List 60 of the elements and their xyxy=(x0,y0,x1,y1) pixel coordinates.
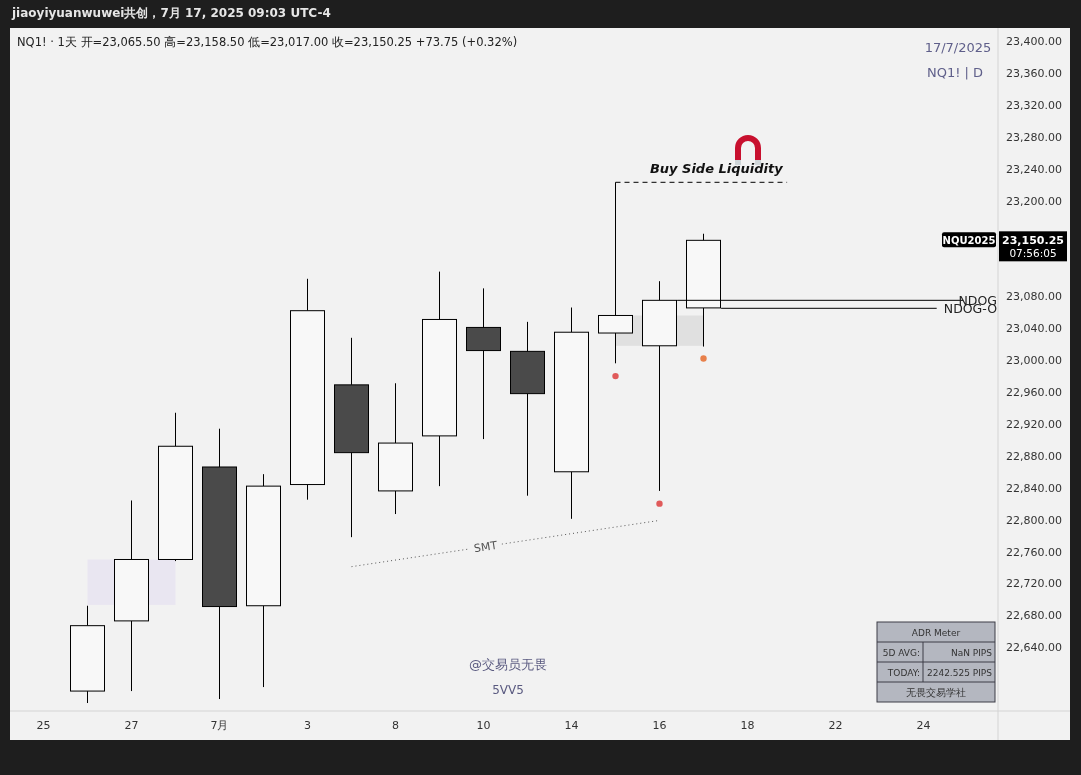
y-tick-label: 22,720.00 xyxy=(1006,577,1062,591)
candlestick xyxy=(422,271,457,487)
x-tick-label: 8 xyxy=(392,719,399,732)
ref-line-label: Buy Side Liquidity xyxy=(649,161,784,177)
annotation: 5VV5 xyxy=(492,683,524,697)
point xyxy=(656,500,663,507)
y-tick-label: 23,080.00 xyxy=(1006,290,1062,304)
candlestick xyxy=(70,605,105,704)
annotation: NQ1! | D xyxy=(926,65,984,80)
annotation: 2242.525 PIPS xyxy=(926,668,993,678)
chart-title: jiaoyiyuanwuwei共创，7月 17, 2025 09:03 UTC-4 xyxy=(11,6,331,20)
y-tick-label: 22,840.00 xyxy=(1006,481,1062,495)
y-tick-label: 22,800.00 xyxy=(1006,513,1062,527)
point xyxy=(612,372,619,380)
candlestick xyxy=(510,321,545,497)
y-tick-label: 22,760.00 xyxy=(1006,545,1062,559)
candlestick xyxy=(554,307,589,520)
text: NaN PIPS xyxy=(950,648,993,658)
x-tick-label: 24 xyxy=(916,719,931,732)
y-tick-label: 23,000.00 xyxy=(1006,354,1062,368)
y-tick-label: 22,680.00 xyxy=(1006,609,1062,623)
y-tick-label: 22,640.00 xyxy=(1006,641,1062,655)
annotation: @交易员无畏 xyxy=(469,657,547,672)
x-tick-label: 25 xyxy=(36,719,51,732)
x-tick-label: 27 xyxy=(124,719,139,732)
x-tick-label: 22 xyxy=(828,719,843,732)
y-tick-label: 23,360.00 xyxy=(1006,67,1062,81)
candlestick xyxy=(334,337,369,538)
candlestick xyxy=(466,287,501,440)
y-tick-label: 23,320.00 xyxy=(1006,98,1062,112)
y-tick-label: 23,200.00 xyxy=(1006,194,1062,208)
point xyxy=(700,355,707,362)
x-tick-label: 7月 xyxy=(210,719,229,732)
text: SMT xyxy=(473,538,499,556)
candlestick xyxy=(246,473,281,688)
x-tick-label: 16 xyxy=(652,719,667,732)
annotation: 无畏交易学社 xyxy=(906,687,966,698)
text: NQ1! · 1天 开=23,065.50 高=23,158.50 低=23,017.00 收=23,150.25 +73.75 (+0.32%) xyxy=(17,35,518,49)
x-tick-label: 14 xyxy=(564,719,579,732)
annotation: ADR Meter xyxy=(911,628,961,638)
annotation: 5D AVG: xyxy=(882,648,920,658)
y-tick-label: 23,040.00 xyxy=(1006,322,1062,336)
x-tick-label: 3 xyxy=(304,719,311,732)
text: 07:56:05 xyxy=(1009,247,1057,260)
x-tick-label: 18 xyxy=(740,719,755,732)
candlestick xyxy=(202,428,237,700)
text: 23,150.25 xyxy=(1002,234,1064,248)
annotation: NQU2025 xyxy=(942,235,996,247)
y-tick-label: 23,400.00 xyxy=(1006,35,1062,49)
candlestick xyxy=(378,382,413,515)
annotation: TODAY: xyxy=(886,668,920,678)
candlestick xyxy=(290,278,325,501)
annotation: 17/7/2025 xyxy=(924,40,992,55)
y-tick-label: 22,920.00 xyxy=(1006,417,1062,431)
candlestick xyxy=(114,499,149,692)
x-tick-label: 10 xyxy=(476,719,491,732)
y-tick-label: 22,960.00 xyxy=(1006,386,1062,400)
y-tick-label: 23,280.00 xyxy=(1006,130,1062,144)
y-tick-label: 22,880.00 xyxy=(1006,449,1062,463)
y-tick-label: 23,240.00 xyxy=(1006,162,1062,176)
